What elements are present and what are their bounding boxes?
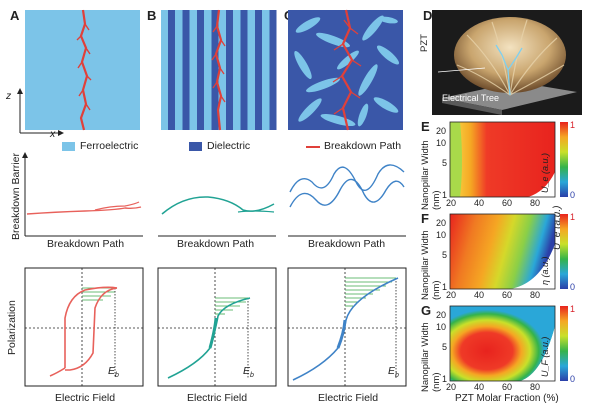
- heatmap-y-tick: 20: [436, 310, 447, 320]
- field-x-label-a: Electric Field: [55, 392, 116, 404]
- heatmap-f: [449, 213, 568, 290]
- cbar-e-bottom: 0: [570, 190, 576, 200]
- heatmap-x-tick: 60: [502, 382, 513, 392]
- heatmap-x-tick: 40: [474, 382, 485, 392]
- x-axis-label: x: [50, 128, 56, 140]
- panel-label-d: D: [423, 8, 433, 23]
- heatmap-x-tick: 20: [446, 198, 457, 208]
- barrier-x-label-a: Breakdown Path: [47, 238, 125, 250]
- heatmap-x-tick: 40: [474, 198, 485, 208]
- heatmap-e-quantity: U_e (a.u.): [552, 206, 563, 250]
- heatmap-x-label: PZT Molar Fraction (%): [455, 393, 559, 404]
- legend-ferroelectric-label: Ferroelectric: [80, 140, 139, 152]
- barrier-plot-c: [288, 164, 406, 237]
- heatmap-g-quantity-label: U_F (a.u.): [540, 336, 550, 377]
- legend-dielectric-label: Dielectric: [207, 140, 251, 152]
- panel-label-g: G: [421, 303, 432, 318]
- legend-ferroelectric-swatch: [62, 142, 75, 151]
- coordinate-axes: [17, 88, 64, 136]
- pzt-pointer: [437, 67, 486, 73]
- barrier-plot-b: [158, 196, 276, 237]
- heatmap-x-tick: 80: [530, 290, 541, 300]
- barrier-x-label-c: Breakdown Path: [308, 238, 386, 250]
- heatmap-e-quantity-label: U_e (a.u.): [540, 152, 550, 193]
- cbar-e-top: 1: [570, 120, 576, 130]
- cbar-f-top: 1: [570, 212, 576, 222]
- heatmap-x-tick: 20: [446, 382, 457, 392]
- heatmap-x-tick: 80: [530, 198, 541, 208]
- heatmap-y-tick: 1: [442, 282, 448, 292]
- heatmap-y-tick: 20: [436, 126, 447, 136]
- dielectric-microstructure: [161, 9, 277, 131]
- electrical-tree-label: Electrical Tree: [442, 93, 500, 103]
- field-x-label-c: Electric Field: [318, 392, 379, 404]
- ferroelectric-microstructure: [25, 9, 140, 131]
- pe-loop-composite: [287, 267, 407, 387]
- pzt-label: PZT: [419, 34, 430, 52]
- cbar-f-bottom: 0: [570, 282, 576, 292]
- polarization-y-label: Polarization: [6, 300, 18, 355]
- heatmap-f-quantity-label: η (a.u.): [540, 256, 550, 285]
- barrier-y-label: Breakdown Barrier: [10, 153, 22, 240]
- heatmap-y-tick: 1: [442, 374, 448, 384]
- heatmap-y-tick: 20: [436, 218, 447, 228]
- barrier-x-label-b: Breakdown Path: [177, 238, 255, 250]
- legend-dielectric-swatch: [189, 142, 202, 151]
- field-x-label-b: Electric Field: [187, 392, 248, 404]
- eb-label-b: Eb: [243, 365, 254, 380]
- eb-label-a: Eb: [108, 365, 119, 380]
- panel-label-f: F: [421, 211, 429, 226]
- heatmap-y-tick: 5: [442, 250, 448, 260]
- panel-label-e: E: [421, 119, 430, 134]
- panel-label-a: A: [10, 8, 20, 23]
- heatmap-y-tick: 10: [436, 230, 447, 240]
- heatmap-y-tick: 1: [442, 190, 448, 200]
- eb-label-c: Eb: [388, 365, 399, 380]
- heatmap-x-tick: 60: [502, 290, 513, 300]
- heatmap-y-tick: 10: [436, 322, 447, 332]
- heatmap-y-tick: 10: [436, 138, 447, 148]
- pe-loop-dielectric: [157, 267, 277, 387]
- heatmap-g: [449, 305, 568, 382]
- heatmap-y-tick: 5: [442, 342, 448, 352]
- pe-loop-ferroelectric: [24, 267, 144, 387]
- legend-path-swatch: [306, 146, 320, 148]
- cbar-g-bottom: 0: [570, 374, 576, 384]
- z-axis-label: z: [6, 90, 12, 102]
- heatmap-x-tick: 80: [530, 382, 541, 392]
- heatmap-e: U_e (a.u.): [449, 121, 568, 250]
- heatmap-x-tick: 40: [474, 290, 485, 300]
- cbar-g-top: 1: [570, 304, 576, 314]
- heatmap-x-tick: 60: [502, 198, 513, 208]
- heatmap-x-tick: 20: [446, 290, 457, 300]
- heatmap-y-tick: 5: [442, 158, 448, 168]
- composite-microstructure: [288, 9, 403, 131]
- legend-path-label: Breakdown Path: [324, 140, 402, 152]
- barrier-plot-a: [22, 152, 143, 237]
- electrical-tree-render: [432, 10, 582, 115]
- panel-label-b: B: [147, 8, 157, 23]
